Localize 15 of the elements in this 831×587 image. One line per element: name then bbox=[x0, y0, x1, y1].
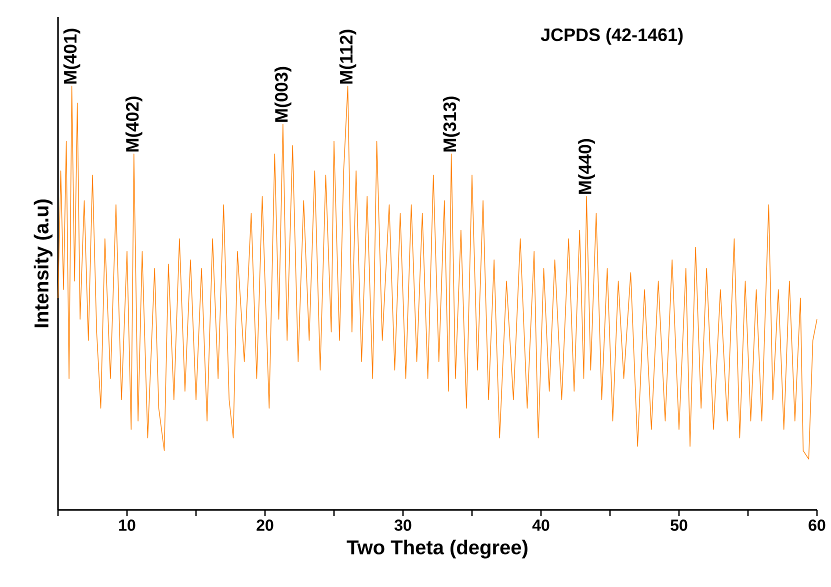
x-axis-title: Two Theta (degree) bbox=[346, 540, 528, 558]
annotation: M(112) bbox=[339, 30, 356, 84]
x-tick-label: 30 bbox=[394, 520, 412, 531]
annotation: M(401) bbox=[63, 28, 80, 84]
x-tick-label: 50 bbox=[670, 520, 688, 531]
y-axis-title: Intensity (a.u) bbox=[34, 200, 52, 328]
annotation: M(402) bbox=[126, 96, 142, 152]
text: JCPDS (42-1461) bbox=[540, 28, 683, 45]
annotation: M(440) bbox=[578, 138, 595, 194]
annotation: M(313) bbox=[442, 96, 460, 152]
x-tick-label: 40 bbox=[532, 520, 550, 531]
x-tick-label: 10 bbox=[119, 520, 136, 531]
annotation: M(003) bbox=[274, 66, 292, 122]
x-tick-label: 20 bbox=[256, 520, 274, 531]
x-tick-label: 60 bbox=[808, 520, 826, 531]
